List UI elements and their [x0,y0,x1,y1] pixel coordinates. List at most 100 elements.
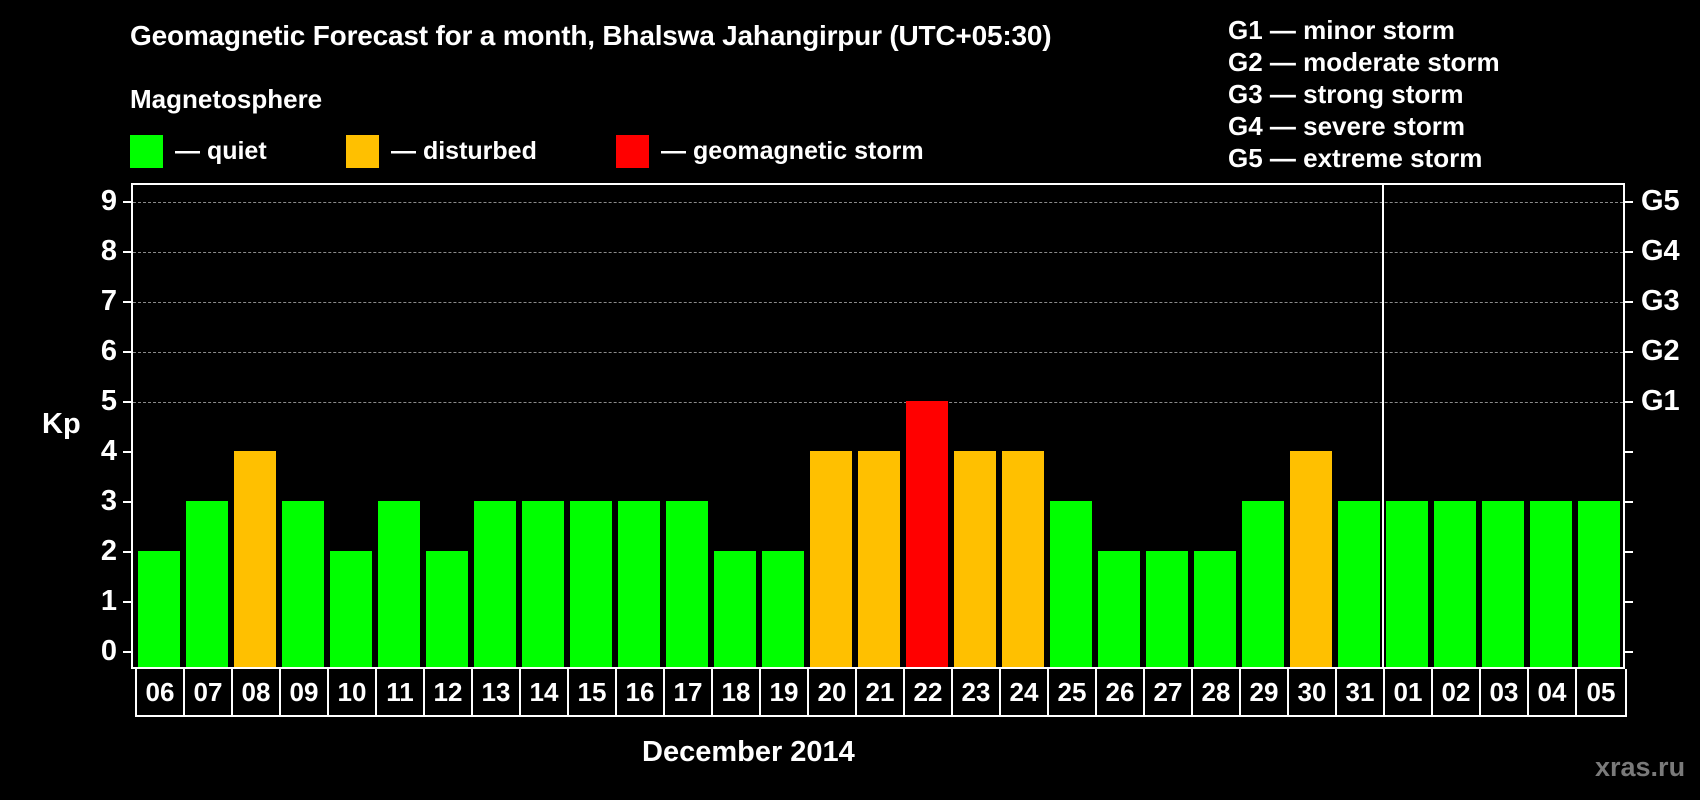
date-label: 10 [329,669,377,715]
g1-description: G1 — minor storm [1228,15,1455,45]
kp-bar [858,451,900,667]
date-label: 04 [1529,669,1577,715]
kp-bar [330,551,372,667]
y-tick [123,251,131,253]
right-tick [1625,451,1633,453]
kp-bar [1530,501,1572,667]
kp-bar [618,501,660,667]
date-axis: 06 07 08 09 10 11 12 13 14 15 16 17 18 19 20 21 22 23 24 25… [135,669,1627,717]
kp-bar [138,551,180,667]
y-tick-label: 1 [100,585,117,617]
date-label: 14 [521,669,569,715]
y-tick [123,601,131,603]
x-axis-label: December 2014 [642,736,855,768]
y-tick-label: 0 [100,635,117,667]
y-tick [123,501,131,503]
kp-bar [1242,501,1284,667]
y-tick [123,351,131,353]
grid-line [133,302,1623,303]
right-tick [1625,501,1633,503]
legend-label: — disturbed [391,137,537,165]
g3-description: G3 — strong storm [1228,79,1464,109]
date-label: 12 [425,669,473,715]
plot-area [131,183,1625,669]
kp-bar [714,551,756,667]
y-tick-label: 9 [100,185,117,217]
y-tick [123,401,131,403]
grid-line [133,402,1623,403]
kp-bar [1338,501,1380,667]
date-label: 21 [857,669,905,715]
month-separator [1382,185,1384,667]
date-label: 26 [1097,669,1145,715]
y-tick-label: 7 [100,285,117,317]
g-level-label: G5 [1641,185,1680,217]
date-label: 22 [905,669,953,715]
g5-description: G5 — extreme storm [1228,143,1483,173]
date-label: 25 [1049,669,1097,715]
date-label: 13 [473,669,521,715]
kp-bar [474,501,516,667]
disturbed-swatch-icon [346,135,379,168]
y-tick-label: 6 [100,335,117,367]
date-label: 23 [953,669,1001,715]
chart-title: Geomagnetic Forecast for a month, Bhalsw… [130,20,1052,51]
kp-bar [954,451,996,667]
right-tick [1625,651,1633,653]
y-tick-label: 2 [100,535,117,567]
date-label: 29 [1241,669,1289,715]
kp-bar [1482,501,1524,667]
date-label: 11 [377,669,425,715]
legend-quiet: — quiet [130,135,267,168]
y-tick-label: 3 [100,485,117,517]
kp-bar [234,451,276,667]
legend-disturbed: — disturbed [346,135,537,168]
date-label: 27 [1145,669,1193,715]
date-label: 03 [1481,669,1529,715]
grid-line [133,252,1623,253]
kp-bar [1194,551,1236,667]
storm-swatch-icon [616,135,649,168]
y-tick [123,201,131,203]
g-level-label: G2 [1641,335,1680,367]
y-tick-label: 5 [100,385,117,417]
y-tick [123,651,131,653]
kp-bar [1050,501,1092,667]
kp-bar [378,501,420,667]
kp-bar [522,501,564,667]
date-label: 20 [809,669,857,715]
kp-bar [666,501,708,667]
date-label: 07 [185,669,233,715]
kp-bar [810,451,852,667]
y-tick [123,451,131,453]
right-tick [1625,351,1633,353]
kp-bar [282,501,324,667]
legend-label: — geomagnetic storm [661,137,924,165]
kp-bar [426,551,468,667]
grid-line [133,202,1623,203]
kp-bar [1578,501,1620,667]
quiet-swatch-icon [130,135,163,168]
watermark: xras.ru [1595,752,1686,782]
date-label: 17 [665,669,713,715]
date-label: 19 [761,669,809,715]
kp-bar [1386,501,1428,667]
kp-bar [570,501,612,667]
kp-bar [1290,451,1332,667]
g-level-label: G1 [1641,385,1680,417]
kp-bar [762,551,804,667]
kp-bar [1002,451,1044,667]
right-tick [1625,201,1633,203]
right-tick [1625,251,1633,253]
date-label: 31 [1337,669,1385,715]
kp-bar [1434,501,1476,667]
date-label: 16 [617,669,665,715]
kp-bar [1098,551,1140,667]
y-tick [123,551,131,553]
right-tick [1625,301,1633,303]
legend-label: — quiet [175,137,267,165]
date-label: 05 [1586,676,1616,707]
date-label: 08 [233,669,281,715]
date-label: 30 [1289,669,1337,715]
g4-description: G4 — severe storm [1228,111,1466,141]
